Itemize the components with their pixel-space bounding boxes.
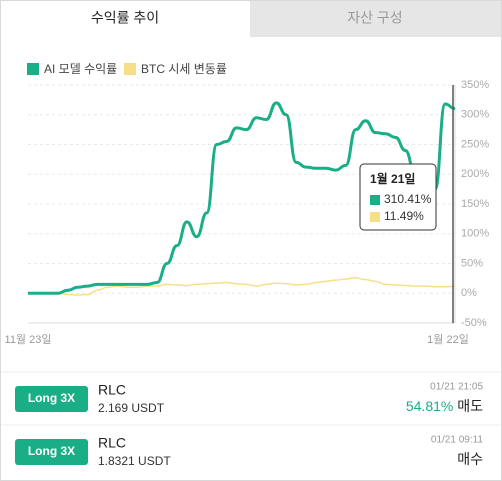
symbol: RLC [98, 382, 126, 398]
position-badge [15, 439, 88, 465]
badge-label: Long 3X [28, 391, 75, 405]
y-tick-label: -50% [461, 317, 487, 329]
position-badge [15, 386, 88, 412]
series-line [28, 101, 456, 295]
amount: 1.8321 USDT [98, 454, 171, 468]
y-tick-label: 0% [461, 287, 477, 299]
y-tick-label: 350% [461, 79, 489, 91]
trade-side: 매도 [457, 398, 483, 414]
y-tick-label: 300% [461, 109, 489, 121]
tooltip-value: 310.41% [384, 192, 432, 206]
x-tick-label: 11월 23일 [5, 332, 52, 346]
legend-label: AI 모델 수익률 [44, 62, 117, 76]
tooltip-date: 1월 21일 [370, 171, 415, 186]
trade-side: 매수 [457, 451, 483, 467]
y-tick-label: 200% [461, 168, 489, 180]
symbol: RLC [98, 435, 126, 451]
trade-result: 매수 [457, 451, 483, 467]
inactive-tab-bg[interactable] [250, 1, 501, 37]
y-tick-label: 250% [461, 138, 489, 150]
y-tick-label: 50% [461, 257, 483, 269]
tooltip-value: 11.49% [384, 209, 424, 223]
trade-time: 01/21 09:11 [431, 435, 484, 446]
return-pct: 54.81% [406, 398, 453, 414]
amount: 2.169 USDT [98, 401, 165, 415]
tooltip-swatch [370, 195, 380, 205]
tab-active[interactable]: 수익률 추이 [91, 10, 159, 26]
legend-swatch [124, 63, 136, 75]
legend-label: BTC 시세 변동률 [141, 62, 227, 76]
trade-time: 01/21 21:05 [430, 382, 483, 393]
y-tick-label: 150% [461, 198, 489, 210]
tooltip-swatch [370, 212, 380, 222]
legend-swatch [27, 63, 39, 75]
x-tick-label: 1월 22일 [427, 332, 469, 346]
badge-label: Long 3X [28, 444, 75, 458]
series-line [28, 277, 456, 296]
y-tick-label: 100% [461, 228, 489, 240]
tab-inactive[interactable]: 자산 구성 [347, 10, 402, 26]
trade-result: 54.81% 매도 [406, 398, 483, 414]
